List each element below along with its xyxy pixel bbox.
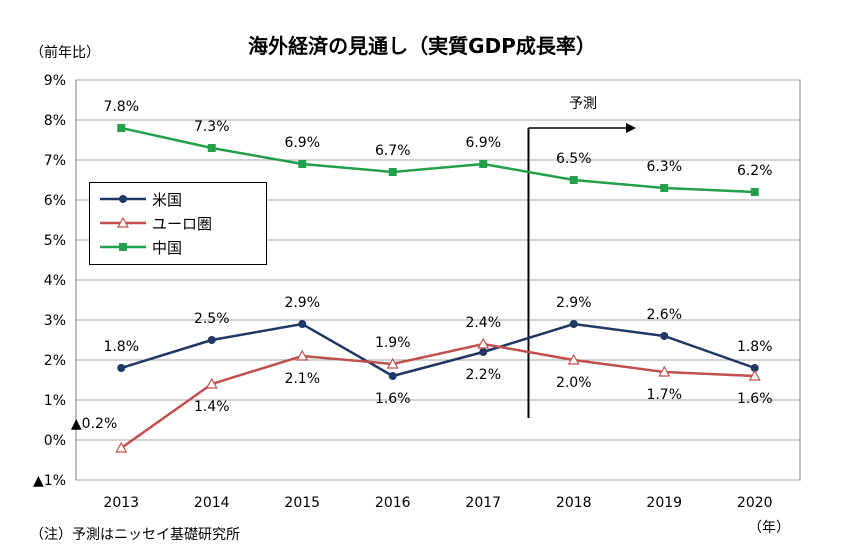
data-label-china: 6.5% <box>556 151 592 167</box>
data-label-china: 7.3% <box>194 119 230 135</box>
legend: 米国 ユーロ圏 中国 <box>89 182 267 265</box>
data-label-us: 2.9% <box>556 295 592 311</box>
legend-label-china: 中国 <box>152 238 183 257</box>
data-point-euro <box>567 353 580 365</box>
x-axis-unit-label: （年） <box>748 520 790 536</box>
legend-item-us: 米国 <box>98 188 182 210</box>
data-label-china: 6.2% <box>737 163 773 179</box>
data-point-euro <box>748 369 761 381</box>
data-point-china <box>207 144 216 152</box>
footnote: （注）予測はニッセイ基礎研究所 <box>30 527 240 543</box>
data-label-us: 2.6% <box>646 307 682 323</box>
data-label-euro: 1.6% <box>737 391 773 407</box>
data-label-euro: 2.1% <box>284 371 320 387</box>
data-point-us <box>298 320 307 328</box>
x-tick-label: 2018 <box>556 495 592 511</box>
data-label-us: 1.8% <box>737 339 773 355</box>
data-point-china <box>388 168 397 176</box>
x-tick-label: 2017 <box>465 495 501 511</box>
y-tick-label: 3% <box>44 313 66 329</box>
y-tick-label: 0% <box>44 433 66 449</box>
x-tick-label: 2013 <box>103 495 139 511</box>
data-point-china <box>298 160 307 168</box>
data-point-china <box>569 176 578 184</box>
x-tick-label: 2014 <box>194 495 230 511</box>
data-point-us <box>479 348 488 356</box>
data-point-us <box>750 364 759 372</box>
data-label-us: 2.5% <box>194 311 230 327</box>
data-point-china <box>750 188 759 196</box>
data-point-china <box>479 160 488 168</box>
x-tick-label: 2016 <box>375 495 411 511</box>
data-point-china <box>660 184 669 192</box>
data-label-euro: 2.4% <box>465 315 501 331</box>
series-line-china <box>120 126 755 194</box>
series-line-us <box>120 322 756 378</box>
data-label-china: 6.7% <box>375 143 411 159</box>
y-tick-label: 7% <box>44 153 66 169</box>
data-point-euro <box>386 357 399 369</box>
data-label-euro: 1.4% <box>194 399 230 415</box>
legend-item-china: 中国 <box>98 236 182 258</box>
data-point-euro <box>296 349 309 361</box>
data-point-us <box>117 364 126 372</box>
data-label-us: 1.8% <box>103 339 139 355</box>
data-label-china: 6.9% <box>284 135 320 151</box>
data-point-us <box>660 332 669 340</box>
data-point-euro <box>658 365 671 377</box>
x-tick-label: 2015 <box>284 495 320 511</box>
data-label-us: 2.2% <box>465 367 501 383</box>
y-tick-label: 5% <box>44 233 66 249</box>
forecast-label: 予測 <box>569 96 597 112</box>
y-axis-unit-label: （前年比） <box>30 45 100 61</box>
y-tick-label: 4% <box>44 273 66 289</box>
legend-marker-euro <box>100 216 146 228</box>
data-point-us <box>207 336 216 344</box>
data-point-euro <box>115 441 128 453</box>
legend-item-euro: ユーロ圏 <box>98 212 212 234</box>
data-label-euro: 1.9% <box>375 335 411 351</box>
y-tick-label: 2% <box>44 353 66 369</box>
data-label-euro: ▲0.2% <box>71 416 117 432</box>
legend-marker-us <box>100 195 146 203</box>
legend-label-euro: ユーロ圏 <box>152 214 213 233</box>
data-label-us: 2.9% <box>284 295 320 311</box>
data-label-us: 1.6% <box>375 391 411 407</box>
x-tick-label: 2020 <box>737 495 773 511</box>
chart-title: 海外経済の見通し（実質GDP成長率） <box>248 34 596 58</box>
y-tick-label: 9% <box>44 73 66 89</box>
forecast-arrow-head <box>626 123 636 133</box>
data-point-euro <box>477 337 490 349</box>
y-tick-label: 6% <box>44 193 66 209</box>
legend-marker-china <box>100 243 146 251</box>
data-label-euro: 1.7% <box>646 387 682 403</box>
data-label-china: 6.3% <box>646 159 682 175</box>
legend-label-us: 米国 <box>152 190 183 209</box>
y-tick-label: ▲1% <box>33 473 66 489</box>
data-label-china: 7.8% <box>103 99 139 115</box>
data-point-china <box>117 124 126 132</box>
series-line-euro <box>120 342 755 450</box>
x-tick-label: 2019 <box>646 495 682 511</box>
data-point-euro <box>205 377 218 389</box>
y-tick-label: 8% <box>44 113 66 129</box>
data-label-china: 6.9% <box>465 135 501 151</box>
data-label-euro: 2.0% <box>556 375 592 391</box>
data-point-us <box>388 372 397 380</box>
data-point-us <box>569 320 578 328</box>
y-tick-label: 1% <box>44 393 66 409</box>
